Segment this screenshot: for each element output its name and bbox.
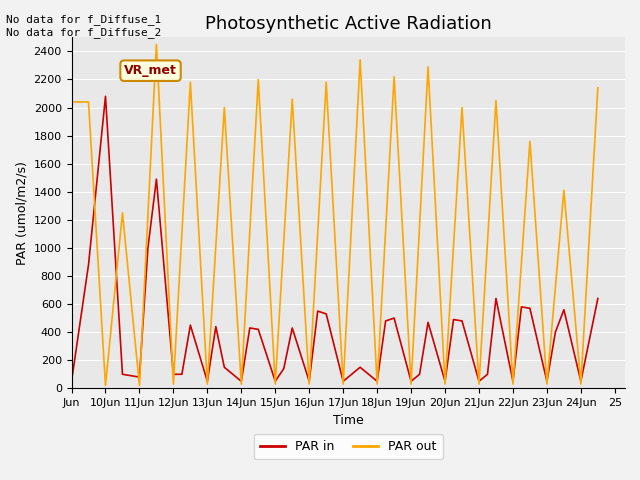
Title: Photosynthetic Active Radiation: Photosynthetic Active Radiation — [205, 15, 492, 33]
Text: No data for f_Diffuse_1
No data for f_Diffuse_2: No data for f_Diffuse_1 No data for f_Di… — [6, 14, 162, 38]
Y-axis label: PAR (umol/m2/s): PAR (umol/m2/s) — [15, 161, 28, 265]
X-axis label: Time: Time — [333, 414, 364, 427]
Legend: PAR in, PAR out: PAR in, PAR out — [254, 434, 443, 459]
Text: VR_met: VR_met — [124, 64, 177, 77]
